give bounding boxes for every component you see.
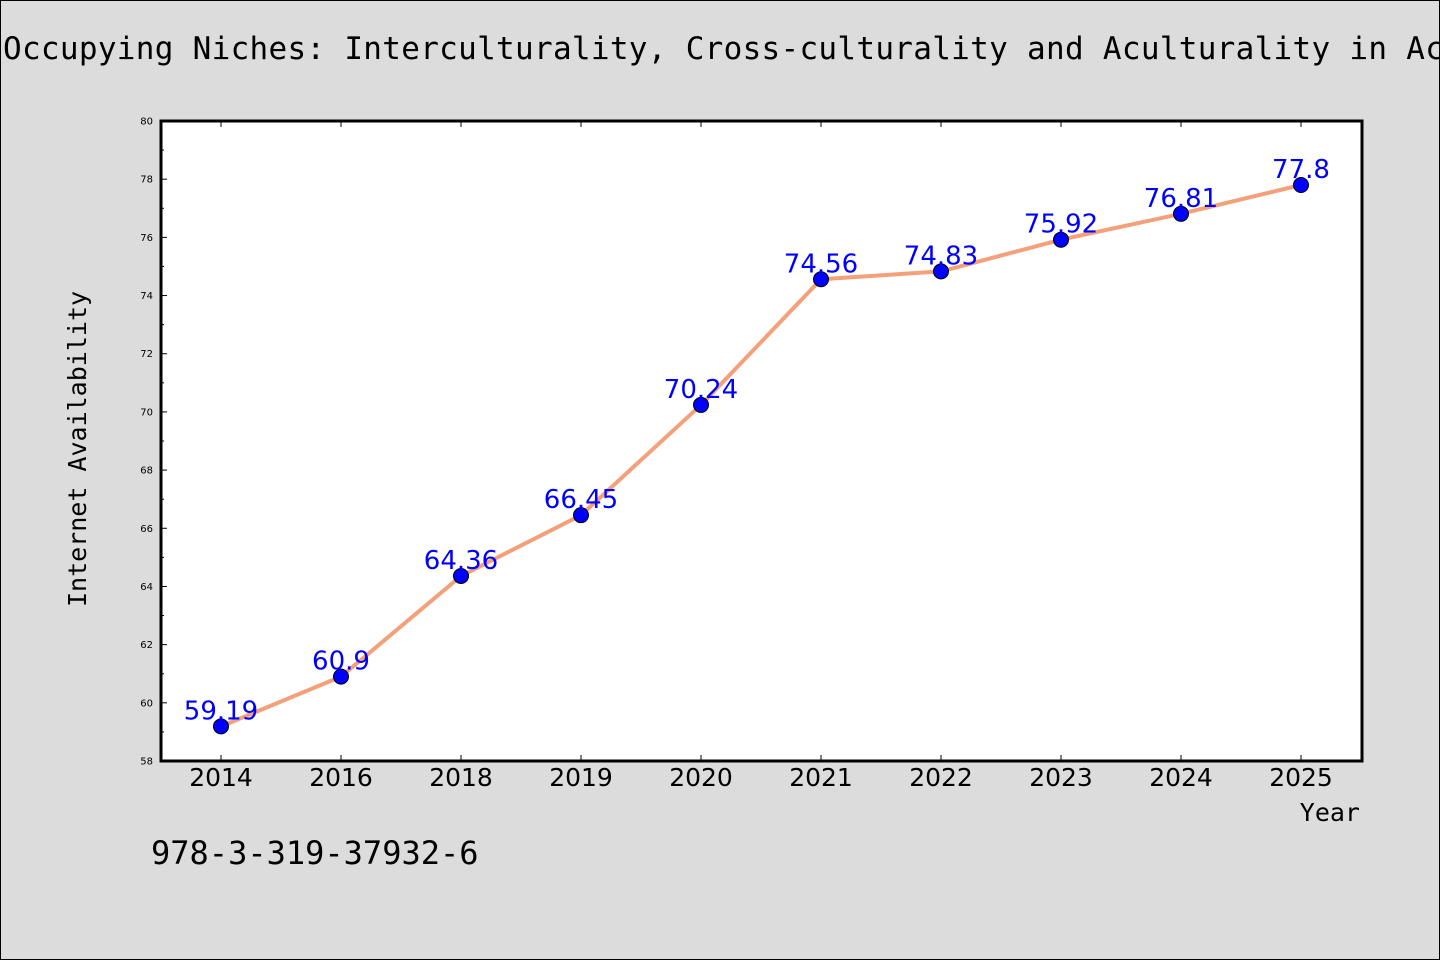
y-tick-label: 70 [140, 407, 153, 418]
plot-border [159, 119, 1364, 763]
data-label: 64.36 [424, 546, 498, 576]
x-tick-label: 2016 [309, 763, 373, 792]
x-tick-label: 2019 [549, 763, 613, 792]
data-point [453, 567, 469, 584]
x-tick-label: 2014 [189, 763, 253, 792]
y-tick-label: 62 [140, 640, 153, 651]
x-tick-label: 2024 [1149, 763, 1213, 792]
x-tick-label: 2022 [909, 763, 973, 792]
x-tick-label: 2018 [429, 763, 493, 792]
data-label: 60.9 [312, 647, 370, 677]
data-point [813, 271, 829, 288]
data-label: 77.8 [1272, 155, 1330, 185]
data-point [573, 507, 589, 524]
y-tick-label: 68 [140, 466, 153, 477]
data-label: 74.83 [904, 241, 978, 271]
data-point [933, 263, 949, 280]
data-label: 74.56 [784, 249, 858, 279]
plot-area [161, 121, 1362, 761]
x-axis-title: Year [1300, 798, 1360, 827]
y-axis-title: Internet Availability [63, 291, 92, 607]
y-tick-label: 76 [140, 233, 153, 244]
data-label: 59.19 [184, 696, 258, 726]
y-tick-label: 58 [140, 757, 153, 768]
data-point [1173, 205, 1189, 222]
y-tick-label: 64 [140, 582, 153, 593]
data-point [1053, 231, 1069, 248]
chart-title: Occupying Niches: Interculturality, Cros… [3, 31, 1440, 67]
isbn-text: 978-3-319-37932-6 [151, 834, 479, 872]
data-point [1293, 177, 1309, 193]
y-tick-label: 60 [140, 698, 153, 709]
data-point [693, 396, 709, 413]
data-point [213, 718, 229, 735]
y-tick-label: 80 [140, 117, 153, 128]
x-tick-label: 2023 [1029, 763, 1093, 792]
y-tick-label: 72 [140, 349, 153, 360]
x-tick-label: 2020 [669, 763, 733, 792]
y-tick-label: 74 [140, 291, 153, 302]
data-label: 75.92 [1024, 210, 1098, 240]
y-tick-label: 78 [140, 175, 153, 186]
data-label: 76.81 [1144, 184, 1218, 214]
series-line [219, 183, 1303, 729]
data-label: 70.24 [664, 375, 738, 405]
data-label: 66.45 [544, 485, 618, 515]
data-point [333, 668, 349, 685]
x-tick-label: 2021 [789, 763, 853, 792]
x-tick-label: 2025 [1269, 763, 1333, 792]
y-tick-label: 66 [140, 524, 153, 535]
